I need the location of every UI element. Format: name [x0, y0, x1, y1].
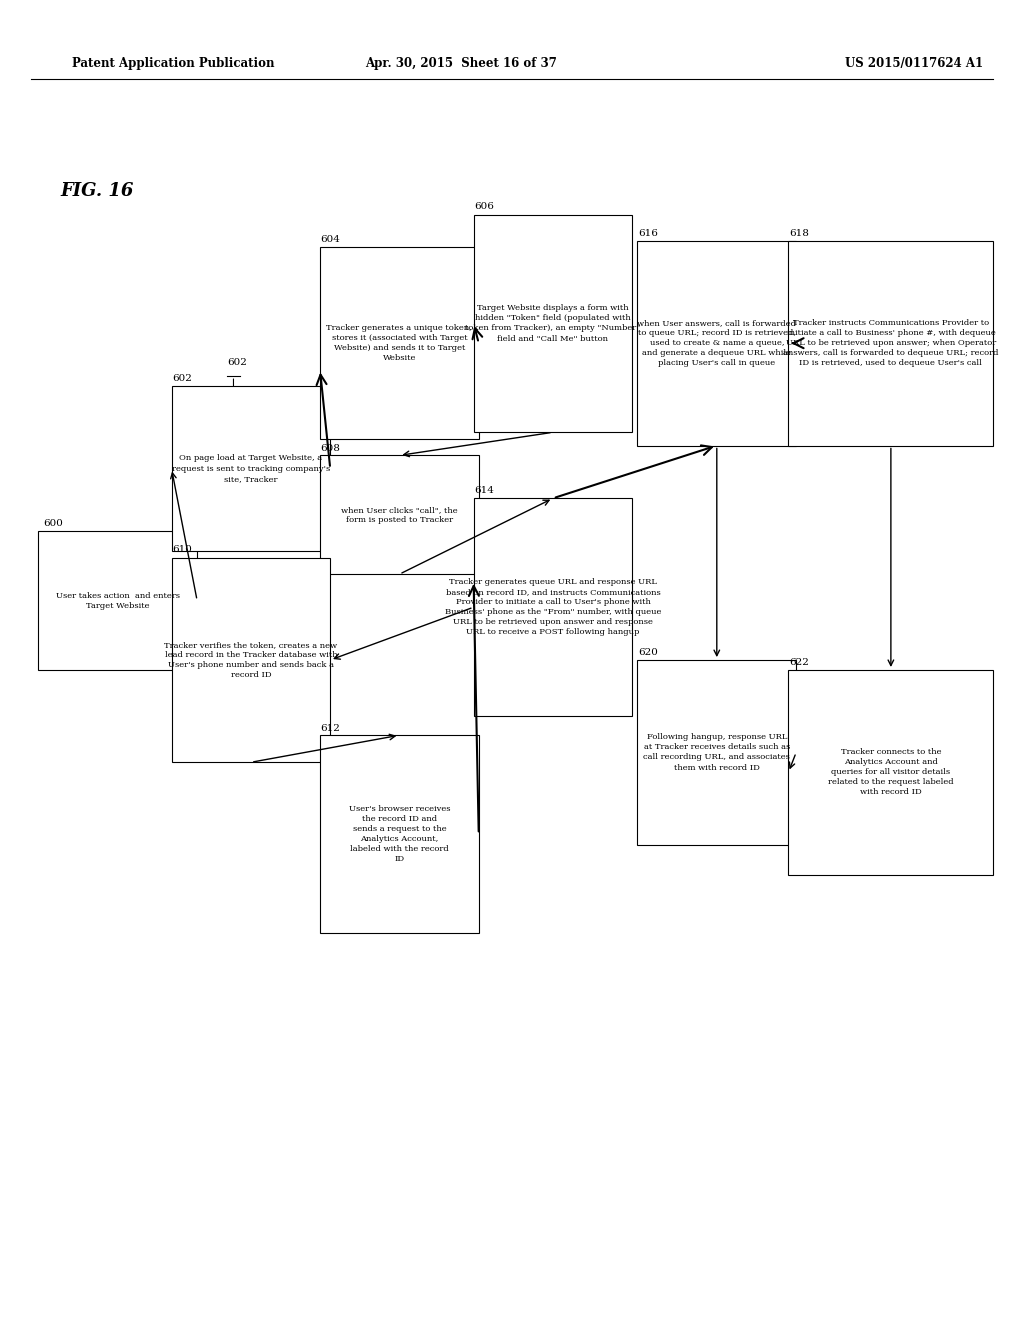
Text: 612: 612 [321, 723, 340, 733]
Text: 608: 608 [321, 444, 340, 453]
Bar [319, 735, 479, 933]
Text: 622: 622 [790, 657, 809, 667]
Text: 620: 620 [638, 648, 657, 657]
Text: 602: 602 [172, 374, 191, 383]
Text: Tracker connects to the
Analytics Account and
queries for all visitor details
re: Tracker connects to the Analytics Accoun… [828, 748, 953, 796]
Text: Target Website displays a form with
hidden "Token" field (populated with
token f: Target Website displays a form with hidd… [465, 304, 641, 343]
Bar [319, 248, 479, 438]
Text: when User answers, call is forwarded
to queue URL; record ID is retrieved,
used : when User answers, call is forwarded to … [637, 319, 797, 367]
Bar [473, 214, 633, 433]
Text: Patent Application Publication: Patent Application Publication [72, 57, 274, 70]
Text: Following hangup, response URL
at Tracker receives details such as
call recordin: Following hangup, response URL at Tracke… [643, 733, 791, 772]
Text: Tracker verifies the token, creates a new
lead record in the Tracker database wi: Tracker verifies the token, creates a ne… [164, 640, 338, 680]
Bar [637, 242, 797, 446]
Text: 610: 610 [172, 545, 191, 554]
Bar [319, 455, 479, 574]
Bar [171, 557, 330, 763]
Text: 606: 606 [474, 202, 494, 211]
Text: Tracker instructs Communications Provider to
initiate a call to Business' phone : Tracker instructs Communications Provide… [783, 319, 998, 367]
Text: User's browser receives
the record ID and
sends a request to the
Analytics Accou: User's browser receives the record ID an… [348, 805, 451, 863]
Text: Tracker generates queue URL and response URL
based on record ID, and instructs C: Tracker generates queue URL and response… [444, 578, 662, 636]
Bar [788, 242, 993, 446]
Text: On page load at Target Website, a
request is sent to tracking company's
site, Tr: On page load at Target Website, a reques… [172, 454, 330, 483]
Text: US 2015/0117624 A1: US 2015/0117624 A1 [845, 57, 983, 70]
Bar [39, 531, 197, 671]
Bar [637, 660, 797, 845]
Bar [171, 385, 330, 552]
Text: 614: 614 [474, 486, 494, 495]
Text: 604: 604 [321, 235, 340, 244]
Text: FIG. 16: FIG. 16 [60, 182, 134, 201]
Text: 618: 618 [790, 228, 809, 238]
Text: User takes action  and enters
Target Website: User takes action and enters Target Webs… [55, 591, 180, 610]
Text: 600: 600 [43, 519, 62, 528]
Text: Apr. 30, 2015  Sheet 16 of 37: Apr. 30, 2015 Sheet 16 of 37 [365, 57, 557, 70]
Text: Tracker generates a unique token,
stores it (associated with Target
Website) and: Tracker generates a unique token, stores… [327, 323, 472, 363]
Bar [788, 671, 993, 875]
Text: 616: 616 [638, 228, 657, 238]
Text: 602: 602 [227, 358, 247, 367]
Text: when User clicks "call", the
form is posted to Tracker: when User clicks "call", the form is pos… [341, 506, 458, 524]
Bar [473, 498, 633, 715]
